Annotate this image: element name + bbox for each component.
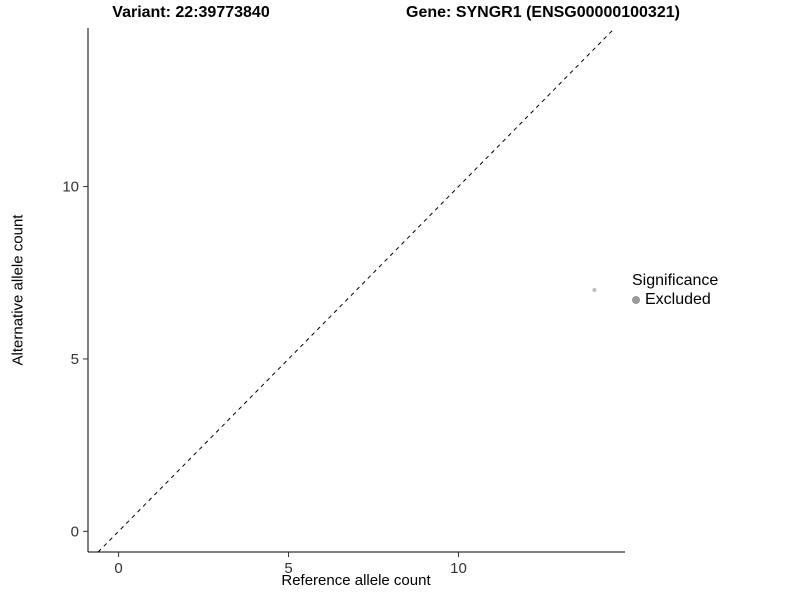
legend-key-dot-icon xyxy=(632,296,640,304)
x-tick-label: 5 xyxy=(284,560,292,577)
x-tick-label: 0 xyxy=(114,560,122,577)
x-axis-title: Reference allele count xyxy=(281,572,431,589)
legend-title: Significance xyxy=(632,272,719,289)
legend: Significance Excluded xyxy=(632,272,718,309)
y-tick-label: 5 xyxy=(71,351,79,368)
legend-entry-excluded: Excluded xyxy=(632,291,718,309)
y-axis-title: Alternative allele count xyxy=(9,214,27,366)
y-tick-label: 10 xyxy=(62,179,79,196)
data-point xyxy=(592,288,597,292)
identity-line xyxy=(97,27,616,553)
variant-title: Variant: 22:39773840 xyxy=(112,4,270,21)
gene-title: Gene: SYNGR1 (ENSG00000100321) xyxy=(406,4,680,21)
x-tick-label: 10 xyxy=(450,560,467,577)
legend-entry-label: Excluded xyxy=(645,291,711,308)
y-tick-label: 0 xyxy=(71,523,79,540)
